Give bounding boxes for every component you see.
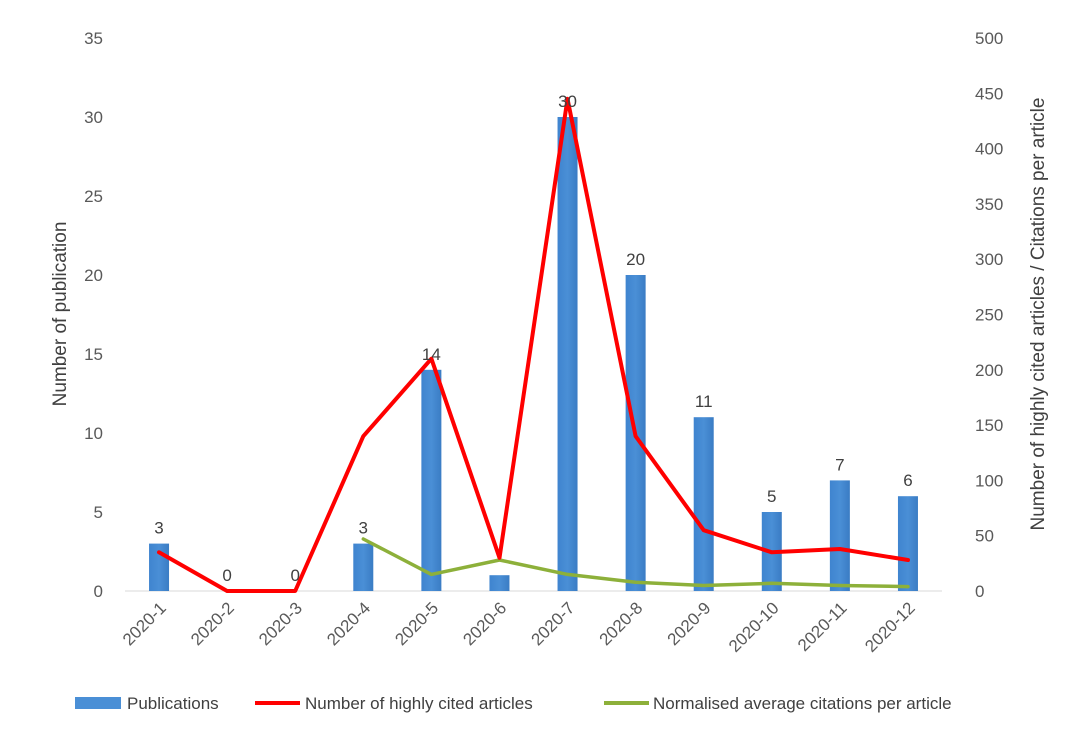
x-tick-label: 2020-1 bbox=[119, 598, 170, 649]
bar-data-label: 6 bbox=[903, 471, 912, 490]
bar-data-label: 7 bbox=[835, 455, 844, 474]
y-right-tick-label: 500 bbox=[975, 29, 1003, 48]
x-tick-label: 2020-3 bbox=[255, 598, 306, 649]
bar-data-label: 3 bbox=[154, 519, 163, 538]
bar-data-label: 5 bbox=[767, 487, 776, 506]
y-left-tick-label: 15 bbox=[84, 345, 103, 364]
bar-publications bbox=[353, 543, 374, 591]
y-right-tick-label: 300 bbox=[975, 250, 1003, 269]
y-left-tick-label: 20 bbox=[84, 266, 103, 285]
x-tick-label: 2020-7 bbox=[528, 598, 579, 649]
y-left-tick-label: 30 bbox=[84, 108, 103, 127]
bar-data-label: 0 bbox=[290, 566, 299, 585]
left-axis-ticks: 0 5 10 15 20 25 30 35 bbox=[84, 29, 103, 601]
bar-data-label: 30 bbox=[558, 92, 577, 111]
y-right-tick-label: 200 bbox=[975, 361, 1003, 380]
bar-publications bbox=[897, 496, 918, 591]
bar-publications bbox=[557, 117, 578, 591]
x-tick-label: 2020-6 bbox=[459, 598, 510, 649]
y-left-tick-label: 35 bbox=[84, 29, 103, 48]
bar-publications bbox=[829, 480, 850, 591]
x-tick-label: 2020-11 bbox=[794, 598, 851, 655]
bar-data-label: 11 bbox=[695, 392, 713, 411]
legend-item: Number of highly cited articles bbox=[255, 694, 533, 713]
x-tick-label: 2020-2 bbox=[187, 598, 238, 649]
bar-publications bbox=[693, 417, 714, 591]
legend-swatch-bar bbox=[75, 697, 121, 709]
y-left-tick-label: 25 bbox=[84, 187, 103, 206]
x-tick-label: 2020-8 bbox=[596, 598, 647, 649]
bar-publications bbox=[489, 575, 510, 591]
legend-item: Normalised average citations per article bbox=[604, 694, 952, 713]
y-right-tick-label: 50 bbox=[975, 527, 994, 546]
bar-data-label: 0 bbox=[222, 566, 231, 585]
y-axis-right-title: Number of highly cited articles / Citati… bbox=[1028, 98, 1049, 531]
x-tick-label: 2020-4 bbox=[323, 598, 374, 649]
y-right-tick-label: 400 bbox=[975, 140, 1003, 159]
legend: Publications Number of highly cited artic… bbox=[75, 694, 952, 713]
y-right-tick-label: 0 bbox=[975, 582, 984, 601]
bar-data-label: 14 bbox=[422, 345, 441, 364]
y-left-tick-label: 10 bbox=[84, 424, 103, 443]
line-series bbox=[157, 96, 910, 593]
y-right-tick-label: 100 bbox=[975, 471, 1003, 490]
legend-label: Publications bbox=[127, 694, 219, 713]
legend-item: Publications bbox=[75, 694, 219, 713]
y-right-tick-label: 350 bbox=[975, 195, 1003, 214]
bar-data-label: 3 bbox=[359, 519, 368, 538]
y-axis-left-title: Number of publication bbox=[50, 222, 71, 407]
x-tick-label: 2020-10 bbox=[725, 598, 783, 656]
y-right-tick-label: 450 bbox=[975, 84, 1003, 103]
bar-data-label: 20 bbox=[626, 250, 645, 269]
x-tick-label: 2020-5 bbox=[391, 598, 442, 649]
right-axis-ticks: 0 50 100 150 200 250 300 350 400 450 500 bbox=[975, 29, 1003, 601]
y-right-tick-label: 150 bbox=[975, 416, 1003, 435]
bar-series bbox=[149, 117, 918, 591]
y-right-tick-label: 250 bbox=[975, 306, 1003, 325]
x-tick-label: 2020-12 bbox=[861, 598, 919, 656]
x-tick-label: 2020-9 bbox=[664, 598, 715, 649]
y-left-tick-label: 0 bbox=[94, 582, 103, 601]
line-normalised-citations bbox=[361, 537, 910, 589]
bar-publications bbox=[421, 369, 442, 591]
legend-label: Number of highly cited articles bbox=[305, 694, 533, 713]
line-highly-cited bbox=[157, 96, 910, 593]
legend-label: Normalised average citations per article bbox=[653, 694, 952, 713]
y-left-tick-label: 5 bbox=[94, 503, 103, 522]
x-axis-ticks: 2020-1 2020-2 2020-3 2020-4 2020-5 2020-6 2020… bbox=[119, 598, 919, 656]
